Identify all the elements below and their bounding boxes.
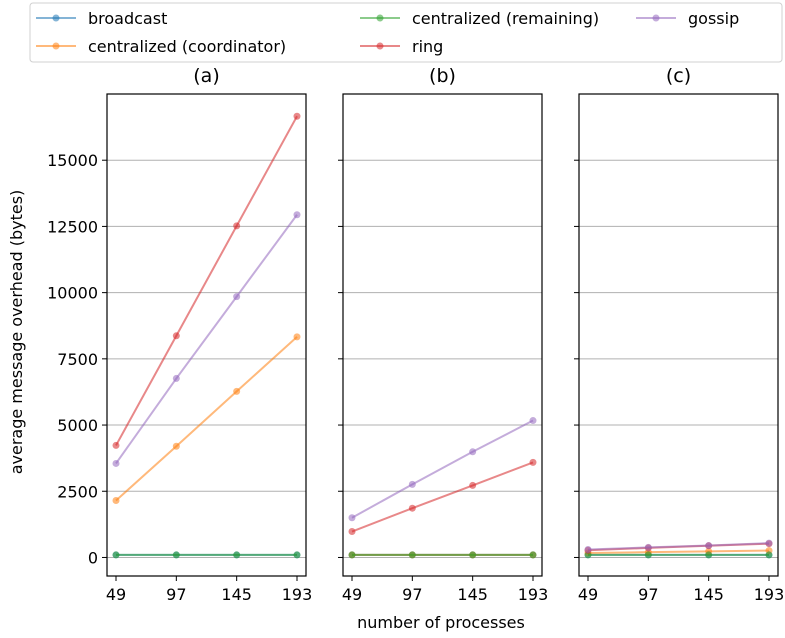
data-point	[293, 112, 301, 120]
y-tick-label: 2500	[57, 482, 98, 501]
data-point	[172, 551, 180, 559]
x-tick-label: 97	[638, 585, 658, 604]
x-tick-label: 97	[402, 585, 422, 604]
series-line	[351, 419, 534, 519]
data-point	[469, 448, 477, 456]
x-tick-label: 49	[578, 585, 598, 604]
legend-entry-ring: ring	[360, 37, 443, 56]
data-point	[233, 387, 241, 395]
x-tick-label: 49	[342, 585, 362, 604]
data-point	[172, 332, 180, 340]
series-centralized-coordinator	[112, 333, 301, 505]
x-tick-label: 49	[106, 585, 126, 604]
x-tick-label: 193	[754, 585, 785, 604]
series-gossip	[112, 211, 301, 467]
data-point	[112, 551, 120, 559]
legend-swatch-marker	[52, 42, 60, 50]
data-point	[765, 551, 773, 559]
series-centralized-remaining	[348, 551, 537, 559]
x-tick-label: 193	[518, 585, 549, 604]
series-line	[115, 336, 298, 502]
y-axis-label: average message overhead (bytes)	[7, 190, 26, 475]
plot-frame	[342, 93, 543, 577]
panel-1: (a) 0 2500 5000 7500 10000 12500 15000 49 97 145 19…	[47, 65, 312, 604]
data-point	[529, 417, 537, 425]
data-point	[469, 481, 477, 489]
data-point	[644, 551, 652, 559]
series-line	[115, 115, 298, 446]
y-tick-label: 15000	[47, 151, 98, 170]
data-point	[644, 543, 652, 551]
legend-label: centralized (remaining)	[412, 9, 599, 28]
data-point	[584, 546, 592, 554]
legend-swatch-marker	[376, 42, 384, 50]
series-line	[587, 549, 770, 554]
y-tick-label: 12500	[47, 217, 98, 236]
data-point	[348, 514, 356, 522]
data-point	[705, 542, 713, 550]
legend-label: centralized (coordinator)	[88, 37, 286, 56]
series-ring	[112, 112, 301, 449]
data-point	[293, 333, 301, 341]
x-tick-label: 145	[221, 585, 252, 604]
legend-label: broadcast	[88, 9, 167, 28]
legend-swatch-marker	[652, 14, 660, 22]
data-point	[172, 374, 180, 382]
data-point	[529, 458, 537, 466]
data-point	[529, 551, 537, 559]
data-point	[408, 551, 416, 559]
data-point	[348, 528, 356, 536]
data-point	[765, 539, 773, 547]
x-tick-label: 145	[457, 585, 488, 604]
panel-title: (c)	[666, 65, 691, 87]
legend-entry-gossip: gossip	[636, 9, 739, 28]
legend: broadcast centralized (coordinator) centra…	[29, 2, 783, 63]
data-point	[293, 211, 301, 219]
y-tick-label: 0	[88, 548, 98, 567]
series-centralized-remaining	[112, 551, 301, 559]
panel-2: (b) 49 97 145 193	[338, 65, 548, 604]
data-point	[172, 442, 180, 450]
y-tick-label: 10000	[47, 284, 98, 303]
plot-frame	[578, 93, 779, 577]
legend-entry-broadcast: broadcast	[36, 9, 167, 28]
y-tick-label: 5000	[57, 416, 98, 435]
data-point	[233, 293, 241, 301]
data-point	[112, 497, 120, 505]
series-line	[587, 542, 770, 551]
x-axis-label: number of processes	[357, 613, 525, 632]
series-ring	[348, 458, 537, 536]
panel-title: (a)	[193, 65, 219, 87]
panels: (a) 0 2500 5000 7500 10000 12500 15000 49 97 145 19…	[47, 65, 784, 604]
legend-label: gossip	[688, 9, 739, 28]
x-tick-label: 145	[693, 585, 724, 604]
legend-frame	[29, 2, 783, 63]
legend-entry-centralized-coordinator: centralized (coordinator)	[36, 37, 286, 56]
legend-label: ring	[412, 37, 443, 56]
panel-3: (c) 49 97 145 193	[574, 65, 784, 604]
panel-title: (b)	[429, 65, 456, 87]
plot-frame	[106, 93, 307, 577]
series-line	[115, 214, 298, 465]
data-point	[705, 551, 713, 559]
data-point	[469, 551, 477, 559]
data-point	[408, 480, 416, 488]
legend-entry-centralized-remaining: centralized (remaining)	[360, 9, 599, 28]
series-line	[351, 461, 534, 533]
series-gossip	[584, 539, 773, 554]
x-tick-label: 193	[282, 585, 313, 604]
data-point	[293, 551, 301, 559]
x-tick-label: 97	[166, 585, 186, 604]
data-point	[112, 441, 120, 449]
legend-swatch-marker	[52, 14, 60, 22]
legend-swatch-marker	[376, 14, 384, 22]
data-point	[348, 551, 356, 559]
y-tick-label: 7500	[57, 350, 98, 369]
data-point	[408, 504, 416, 512]
data-point	[233, 222, 241, 230]
series-gossip	[348, 417, 537, 522]
data-point	[233, 551, 241, 559]
data-point	[112, 459, 120, 467]
